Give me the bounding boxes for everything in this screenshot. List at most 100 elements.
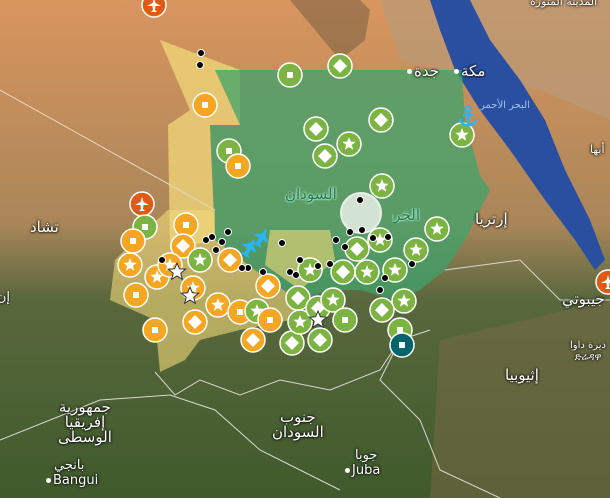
diamond-marker[interactable] xyxy=(303,116,329,142)
diamond-marker[interactable] xyxy=(255,273,281,299)
airport-marker[interactable] xyxy=(129,191,155,217)
diamond-marker[interactable] xyxy=(330,259,356,285)
event-dot-icon[interactable] xyxy=(292,271,300,279)
diamond-marker-icon xyxy=(188,315,202,329)
star-marker-icon xyxy=(193,253,207,266)
airport-icon xyxy=(147,0,161,12)
event-dot-icon[interactable] xyxy=(381,274,389,282)
star-marker-icon xyxy=(293,315,307,328)
square-marker[interactable] xyxy=(142,317,168,343)
event-dot-icon[interactable] xyxy=(224,228,232,236)
city-label-juba: جوبا Juba xyxy=(343,448,380,478)
star-marker[interactable] xyxy=(205,292,231,318)
airport-marker[interactable] xyxy=(595,269,610,295)
diamond-marker-icon xyxy=(318,149,332,163)
diamond-marker[interactable] xyxy=(368,107,394,133)
square-marker-icon xyxy=(237,309,243,315)
country-label-djibouti: جيبوتي xyxy=(562,290,605,308)
square-marker[interactable] xyxy=(332,307,358,333)
diamond-marker-icon xyxy=(291,291,305,305)
square-marker[interactable] xyxy=(192,92,218,118)
star-marker[interactable] xyxy=(449,122,475,148)
jet-icon[interactable] xyxy=(237,234,263,260)
square-marker[interactable] xyxy=(257,307,283,333)
star-marker[interactable] xyxy=(187,247,213,273)
star-marker[interactable] xyxy=(424,216,450,242)
event-dot-icon[interactable] xyxy=(196,61,204,69)
airport-marker[interactable] xyxy=(141,0,167,18)
star-marker[interactable] xyxy=(320,287,346,313)
diamond-marker-icon xyxy=(309,122,323,136)
city-label-khartoum: الخرطوم xyxy=(392,208,420,223)
event-dot-icon[interactable] xyxy=(376,286,384,294)
diamond-marker-icon xyxy=(374,113,388,127)
square-marker-icon xyxy=(202,102,208,108)
diamond-marker-icon xyxy=(313,333,327,347)
square-marker[interactable] xyxy=(120,228,146,254)
jet-icon[interactable] xyxy=(249,224,275,250)
event-dot-icon[interactable] xyxy=(314,262,322,270)
diamond-marker[interactable] xyxy=(344,236,370,262)
star-marker-icon xyxy=(326,293,340,306)
event-dot-icon[interactable] xyxy=(341,243,349,251)
event-dot-icon[interactable] xyxy=(296,256,304,264)
star-marker[interactable] xyxy=(369,173,395,199)
event-dot-icon[interactable] xyxy=(384,233,392,241)
star-marker[interactable] xyxy=(336,131,362,157)
sea-label-red-sea: البحر الأحمر xyxy=(480,100,530,111)
star-marker[interactable] xyxy=(287,309,313,335)
event-dot-icon[interactable] xyxy=(202,236,210,244)
diamond-marker-icon xyxy=(176,239,190,253)
diamond-marker[interactable] xyxy=(327,53,353,79)
event-dot-icon[interactable] xyxy=(278,239,286,247)
star-marker[interactable] xyxy=(117,252,143,278)
country-label-central-african-republic: جمهورية إفريقيا الوسطى xyxy=(58,398,112,446)
ethiopia-terrain xyxy=(430,300,610,498)
star-marker-icon[interactable] xyxy=(180,285,200,305)
diamond-marker[interactable] xyxy=(182,309,208,335)
event-dot-icon[interactable] xyxy=(197,49,205,57)
event-dot-icon[interactable] xyxy=(332,236,340,244)
country-label-ethiopia: إثيوبيا xyxy=(505,366,539,384)
event-dot-icon[interactable] xyxy=(238,264,246,272)
square-marker-icon xyxy=(130,238,136,244)
star-marker-icon xyxy=(397,294,411,307)
diamond-marker[interactable] xyxy=(369,297,395,323)
square-marker[interactable] xyxy=(123,282,149,308)
event-dot-icon[interactable] xyxy=(358,226,366,234)
event-dot-icon[interactable] xyxy=(408,260,416,268)
event-dot-icon[interactable] xyxy=(356,196,364,204)
square-marker-icon xyxy=(152,327,158,333)
star-marker[interactable] xyxy=(403,237,429,263)
diamond-marker[interactable] xyxy=(307,327,333,353)
border-line xyxy=(379,339,501,498)
event-dot-icon[interactable] xyxy=(158,256,166,264)
event-dot-icon[interactable] xyxy=(326,260,334,268)
event-dot-icon[interactable] xyxy=(212,246,220,254)
event-dot-icon[interactable] xyxy=(346,228,354,236)
event-dot-icon[interactable] xyxy=(218,238,226,246)
square-marker[interactable] xyxy=(389,332,415,358)
diamond-marker[interactable] xyxy=(240,327,266,353)
diamond-marker[interactable] xyxy=(217,247,243,273)
country-label-eritrea: إرتريا xyxy=(475,210,508,228)
square-marker[interactable] xyxy=(277,62,303,88)
star-marker[interactable] xyxy=(354,259,380,285)
star-marker[interactable] xyxy=(391,288,417,314)
diamond-marker[interactable] xyxy=(312,143,338,169)
diamond-marker[interactable] xyxy=(170,233,196,259)
star-marker-icon[interactable] xyxy=(167,261,187,281)
diamond-marker[interactable] xyxy=(279,330,305,356)
event-dot-icon[interactable] xyxy=(369,234,377,242)
square-marker[interactable] xyxy=(225,153,251,179)
event-dot-icon[interactable] xyxy=(259,268,267,276)
square-marker[interactable] xyxy=(173,212,199,238)
square-marker-icon xyxy=(397,327,403,333)
star-marker-icon xyxy=(373,233,387,246)
country-label-libya: إن xyxy=(0,290,10,305)
star-marker-icon[interactable] xyxy=(308,309,328,329)
star-marker[interactable] xyxy=(382,257,408,283)
anchor-icon[interactable] xyxy=(458,105,478,127)
